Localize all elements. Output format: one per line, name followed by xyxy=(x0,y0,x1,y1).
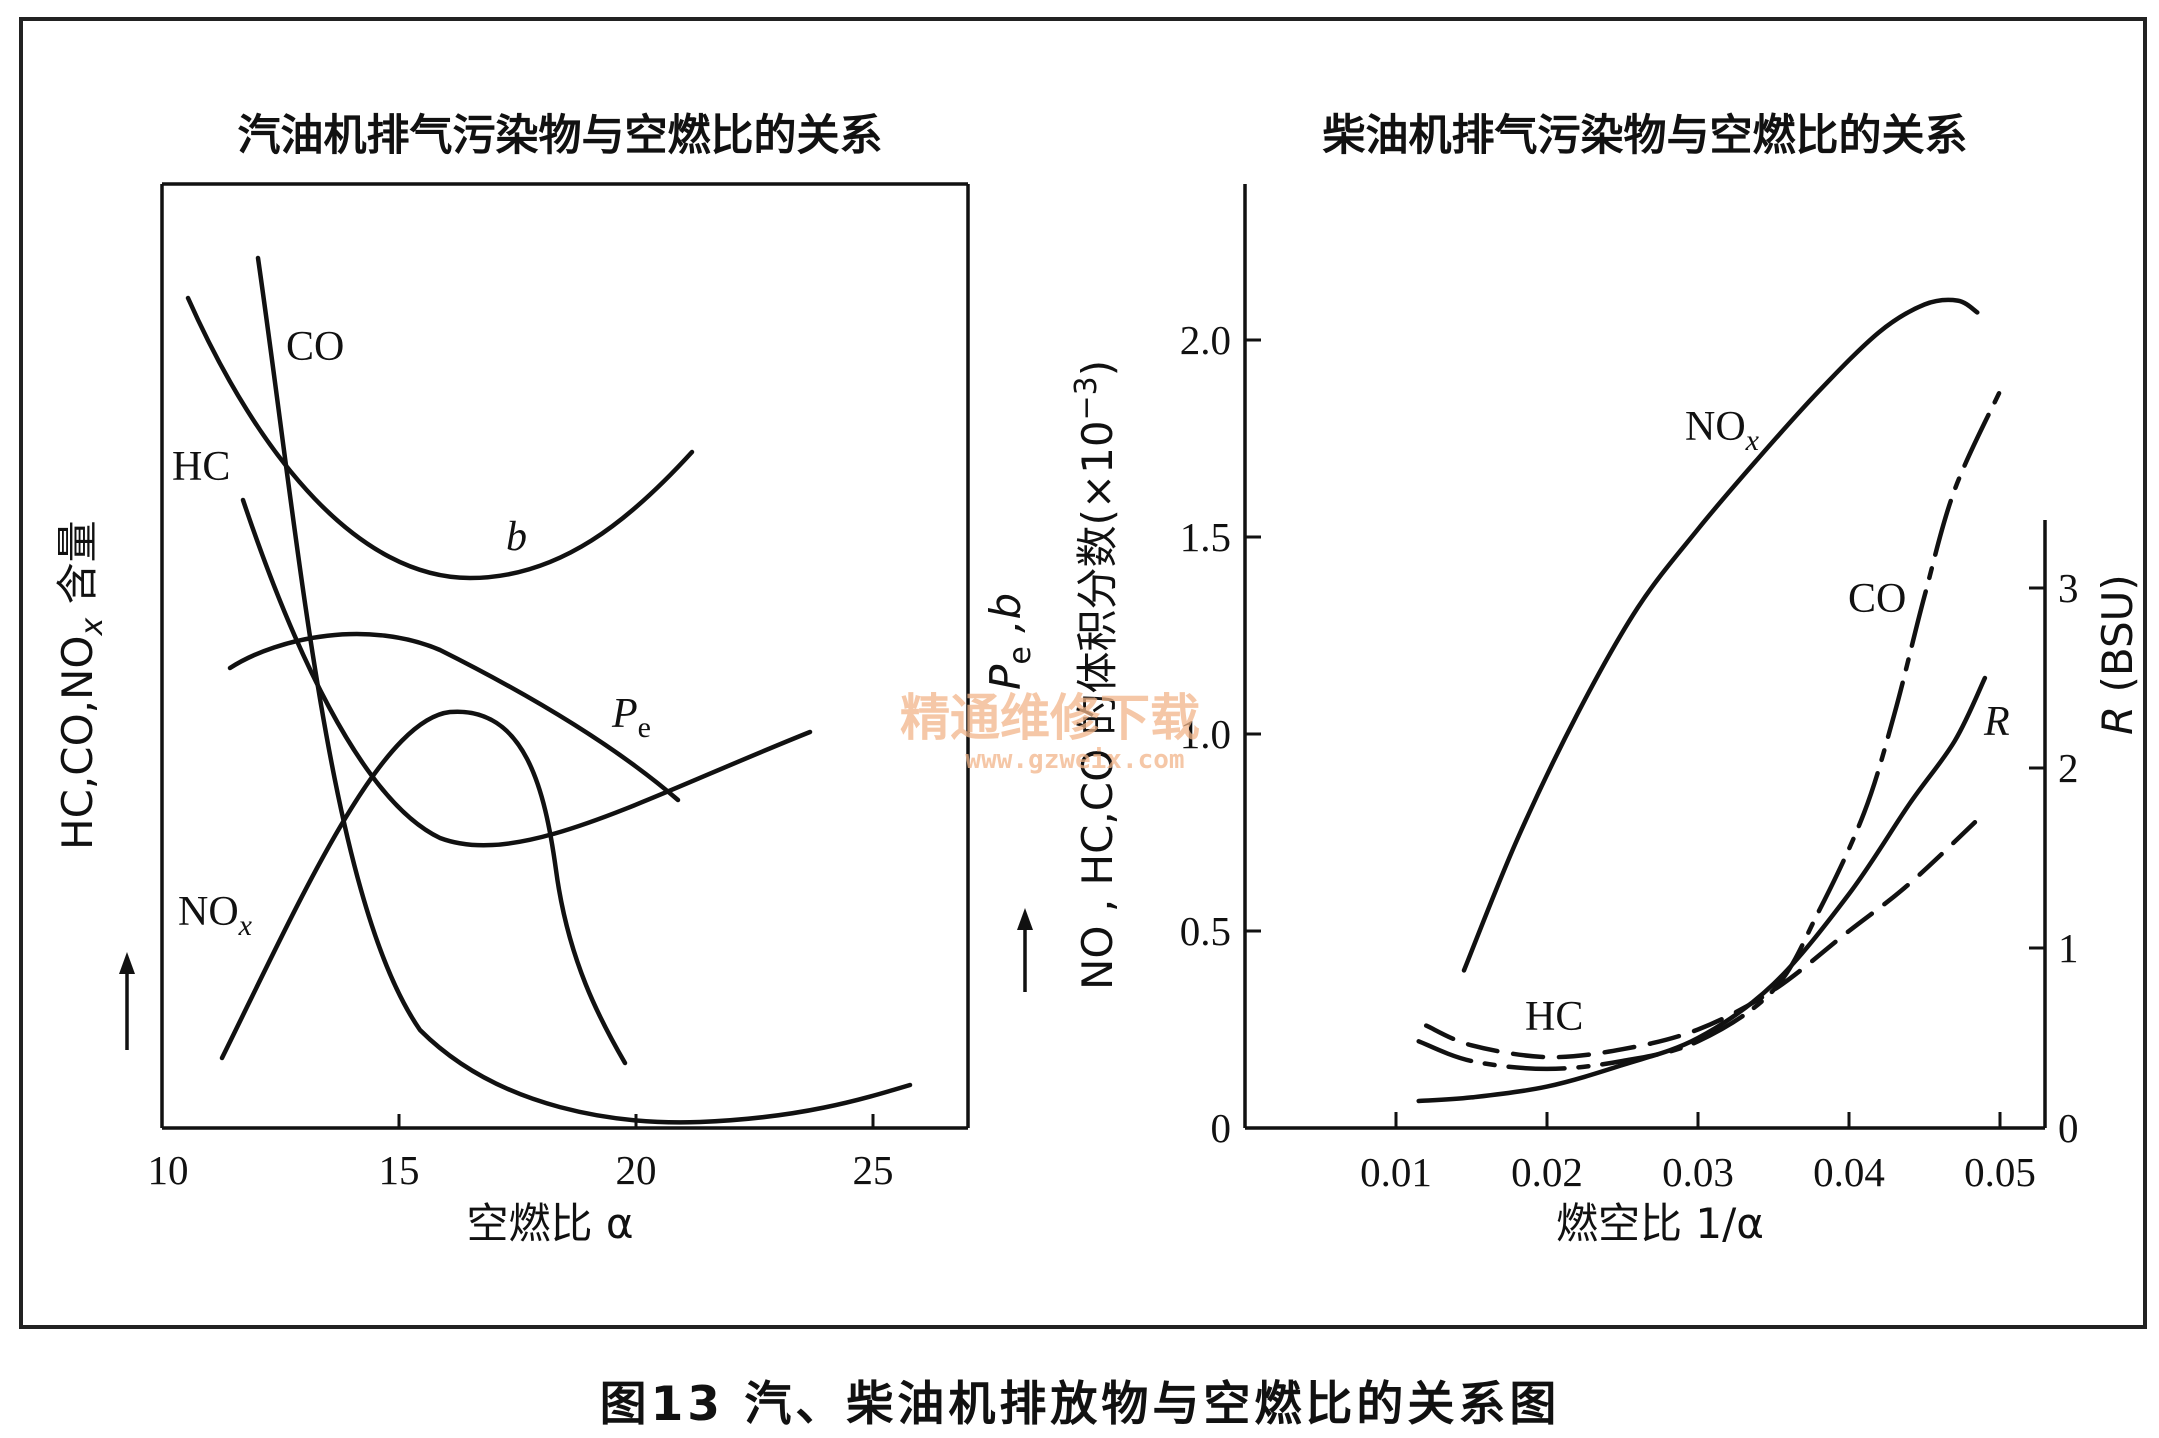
diesel-y-tick-label: 0 xyxy=(1211,1105,1232,1151)
gasoline-b-label: b xyxy=(506,514,527,560)
diesel-x-tick-label: 0.05 xyxy=(1964,1149,2036,1195)
diesel-r-ticks: 0 1 2 3 xyxy=(2029,565,2079,1151)
diesel-co-curve xyxy=(1416,388,2003,1072)
gasoline-hc-label: HC xyxy=(172,444,230,490)
gasoline-x-tick-label: 10 xyxy=(148,1147,189,1193)
diesel-co-label: CO xyxy=(1848,576,1906,622)
diesel-hc-label: HC xyxy=(1525,994,1583,1040)
gasoline-y2-axis-label: Pe ,b xyxy=(981,593,1038,690)
diesel-x-tick-label: 0.03 xyxy=(1662,1149,1734,1195)
gasoline-chart-title: 汽油机排气污染物与空燃比的关系 xyxy=(238,111,883,161)
gasoline-chart: 汽油机排气污染物与空燃比的关系 10 15 20 25 空燃比 α HC,CO,NOx… xyxy=(53,111,1038,1248)
diesel-x-tick-label: 0.01 xyxy=(1360,1149,1432,1195)
diesel-chart-title: 柴油机排气污染物与空燃比的关系 xyxy=(1323,111,1968,161)
diesel-curves xyxy=(1416,297,2003,1104)
diesel-x-ticks: 0.01 0.02 0.03 0.04 0.05 xyxy=(1360,1112,2036,1195)
diesel-nox-curve xyxy=(1461,297,1980,973)
gasoline-y-arrow-left xyxy=(119,952,135,1050)
diesel-r-curve xyxy=(1416,675,1988,1104)
gasoline-nox-label: NOx xyxy=(178,889,253,942)
diesel-y2-axis-label: R (BSU) xyxy=(2093,574,2142,735)
diesel-y-ticks: 0 0.5 1.0 1.5 2.0 xyxy=(1180,317,1261,1151)
gasoline-pe-label: Pe xyxy=(611,691,651,744)
gasoline-nox-curve xyxy=(219,709,628,1066)
figure-frame xyxy=(19,17,2147,1329)
diesel-x-axis-label: 燃空比 1/α xyxy=(1556,1199,1764,1248)
gasoline-y-axis-label: HC,CO,NOx 含量 xyxy=(53,520,110,850)
diesel-r-tick-label: 0 xyxy=(2058,1105,2079,1151)
diesel-y-tick-label: 1.0 xyxy=(1180,711,1231,757)
gasoline-b-curve xyxy=(185,295,695,581)
diesel-r-label: R xyxy=(1983,699,2010,745)
gasoline-x-tick-label: 20 xyxy=(616,1147,657,1193)
gasoline-x-tick-label: 25 xyxy=(853,1147,894,1193)
gasoline-x-ticks: 10 15 20 25 xyxy=(148,1114,894,1193)
gasoline-co-curve xyxy=(255,255,913,1125)
diesel-y-tick-label: 0.5 xyxy=(1180,908,1231,954)
diesel-nox-label: NOx xyxy=(1685,404,1760,457)
diesel-r-tick-label: 3 xyxy=(2058,565,2079,611)
gasoline-pe-curve xyxy=(227,631,681,803)
diesel-r-tick-label: 2 xyxy=(2058,745,2079,791)
gasoline-x-tick-label: 15 xyxy=(379,1147,420,1193)
watermark-url: www.gzweix.com xyxy=(965,745,1184,775)
diesel-chart: 柴油机排气污染物与空燃比的关系 00.51.01.52.0 0.01 0.02 0.… xyxy=(1069,111,2142,1248)
gasoline-y-arrow-right xyxy=(1017,908,1033,992)
diesel-x-tick-label: 0.04 xyxy=(1813,1149,1885,1195)
gasoline-x-axis-label: 空燃比 α xyxy=(466,1199,633,1248)
figure-caption: 图13 汽、柴油机排放物与空燃比的关系图 xyxy=(600,1377,1561,1432)
diesel-r-tick-label: 1 xyxy=(2058,925,2079,971)
diesel-y-tick-label: 1.5 xyxy=(1180,514,1231,560)
diesel-y-tick-label: 2.0 xyxy=(1180,317,1231,363)
watermark-text: 精通维修下载 xyxy=(900,689,1200,747)
diesel-x-tick-label: 0.02 xyxy=(1511,1149,1583,1195)
diesel-y-axis-label: NO , HC,CO 的体积分数(×10−3) xyxy=(1069,360,1122,990)
diesel-hc-curve xyxy=(1423,810,1988,1060)
gasoline-hc-curve xyxy=(240,497,813,848)
gasoline-co-label: CO xyxy=(286,324,344,370)
